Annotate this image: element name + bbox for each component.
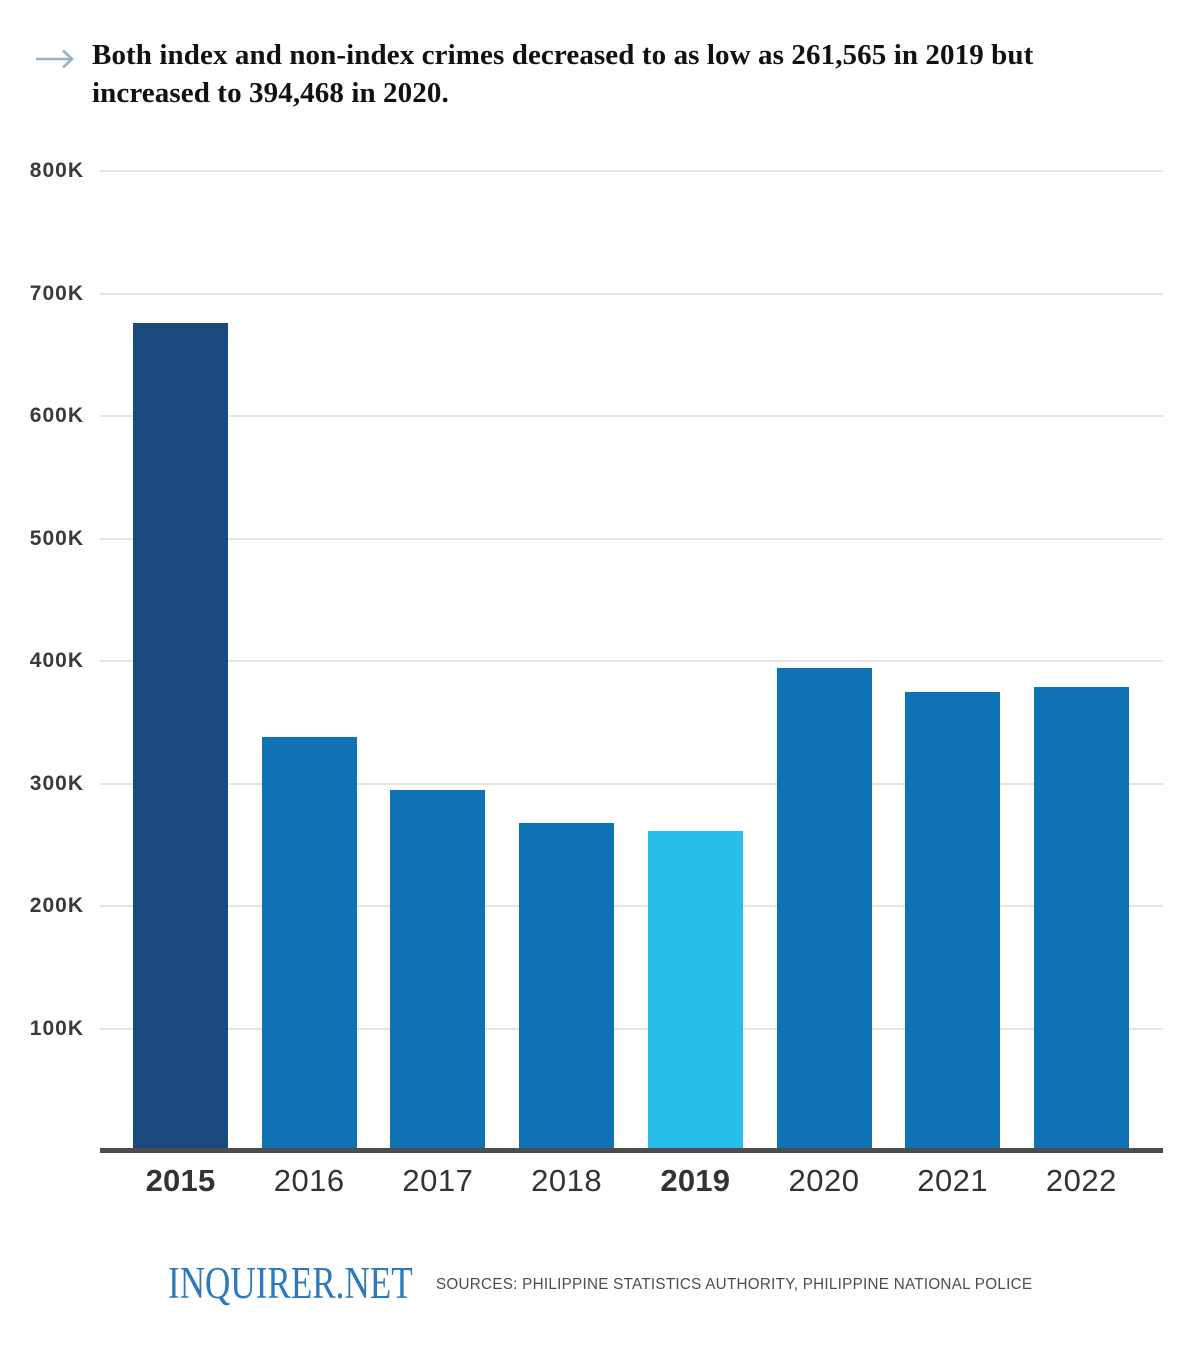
gridline-300K xyxy=(100,782,1163,785)
xtick-label-2016: 2016 xyxy=(273,1163,345,1198)
chart-headline: Both index and non-index crimes decrease… xyxy=(92,39,1034,109)
bar-2020 xyxy=(776,667,872,1151)
bar-2022 xyxy=(1033,686,1129,1151)
gridline-400K xyxy=(100,660,1163,662)
plot-area: 800K 700K 600K 500K 400K 300K 200K 100K 2015 2016… xyxy=(30,159,1163,1198)
bar-2021 xyxy=(905,691,1001,1151)
bar-2019 xyxy=(647,830,743,1151)
ytick-label-300K: 300K xyxy=(29,771,84,795)
ytick-label-600K: 600K xyxy=(29,404,84,427)
ytick-label-100K: 100K xyxy=(29,1016,84,1040)
arrow-right-icon xyxy=(34,48,78,75)
bar-2015 xyxy=(133,322,228,1151)
xtick-label-2018: 2018 xyxy=(531,1163,603,1198)
x-axis-line xyxy=(100,1148,1163,1153)
arrow-right-icon xyxy=(36,49,74,69)
gridline-200K xyxy=(100,905,1163,907)
gridline-600K xyxy=(100,415,1163,417)
ytick-label-200K: 200K xyxy=(29,894,84,917)
gridline-500K xyxy=(100,537,1163,540)
gridline-100K xyxy=(100,1027,1163,1030)
xtick-label-2022: 2022 xyxy=(1045,1163,1117,1198)
xtick-label-2017: 2017 xyxy=(402,1163,474,1198)
bar-2016 xyxy=(261,736,357,1151)
inquirer-logo: INQUIRER.NET xyxy=(168,1258,413,1308)
xtick-label-2020: 2020 xyxy=(788,1163,860,1198)
ytick-label-800K: 800K xyxy=(29,159,84,182)
gridline-700K xyxy=(100,292,1163,295)
footer: INQUIRER.NET SOURCES: PHILIPPINE STATIST… xyxy=(168,1258,1063,1308)
gridline-800K xyxy=(100,170,1163,172)
xtick-label-2019: 2019 xyxy=(660,1163,731,1198)
ytick-label-500K: 500K xyxy=(29,526,84,550)
bar-2017 xyxy=(390,789,486,1151)
ytick-label-400K: 400K xyxy=(29,649,84,672)
headline-row: Both index and non-index crimes decrease… xyxy=(34,36,1154,112)
bar-2018 xyxy=(519,822,615,1151)
ytick-label-700K: 700K xyxy=(29,281,84,305)
xtick-label-2015: 2015 xyxy=(145,1163,216,1198)
sources-caption: SOURCES: PHILIPPINE STATISTICS AUTHORITY… xyxy=(435,1276,1032,1293)
xtick-label-2021: 2021 xyxy=(917,1163,989,1198)
